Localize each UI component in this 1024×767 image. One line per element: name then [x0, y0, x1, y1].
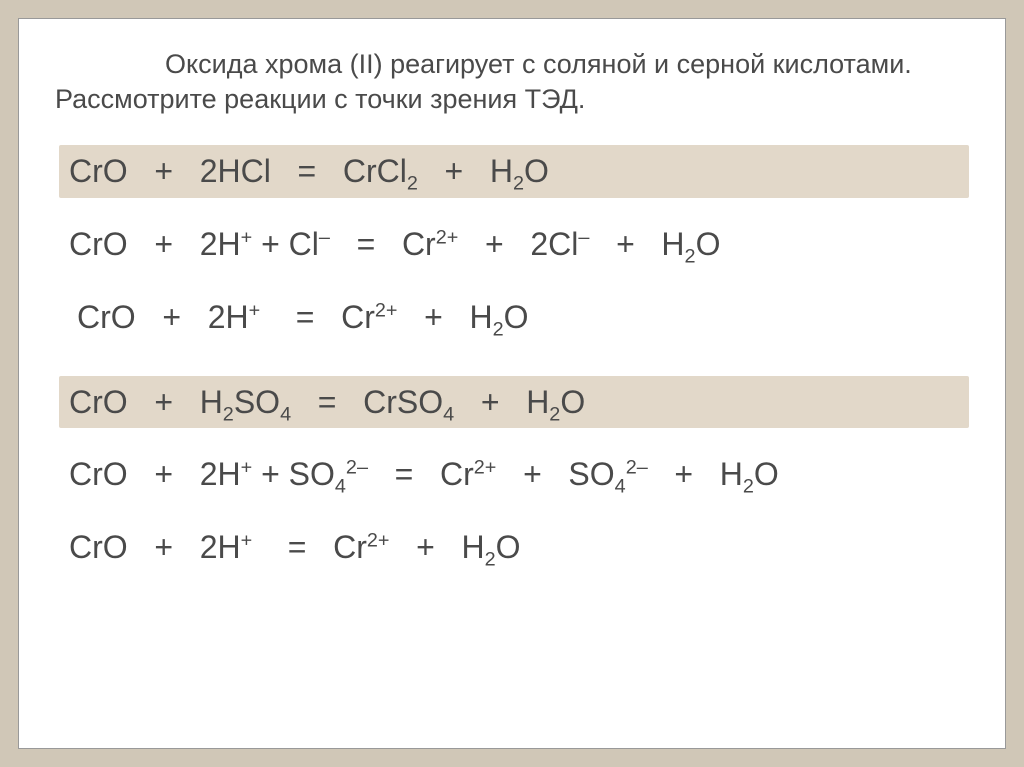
slide: Оксида хрома (II) реагирует с соляной и …: [18, 18, 1006, 749]
equation-6: CrO + 2H+ = Cr2+ + H2O: [59, 521, 969, 574]
equation-2: CrO + 2H+ + Cl– = Cr2+ + 2Cl– + H2O: [59, 218, 969, 271]
intro-text: Оксида хрома (II) реагирует с соляной и …: [55, 47, 969, 117]
equation-5: CrO + 2H+ + SO42– = Cr2+ + SO42– + H2O: [59, 448, 969, 501]
equation-4: CrO + H2SO4 = CrSO4 + H2O: [59, 376, 969, 429]
equation-3: CrO + 2H+ = Cr2+ + H2O: [67, 291, 969, 344]
equation-1: CrO + 2HCl = CrCl2 + H2O: [59, 145, 969, 198]
equations-container: CrO + 2HCl = CrCl2 + H2O CrO + 2H+ + Cl– …: [55, 145, 969, 574]
